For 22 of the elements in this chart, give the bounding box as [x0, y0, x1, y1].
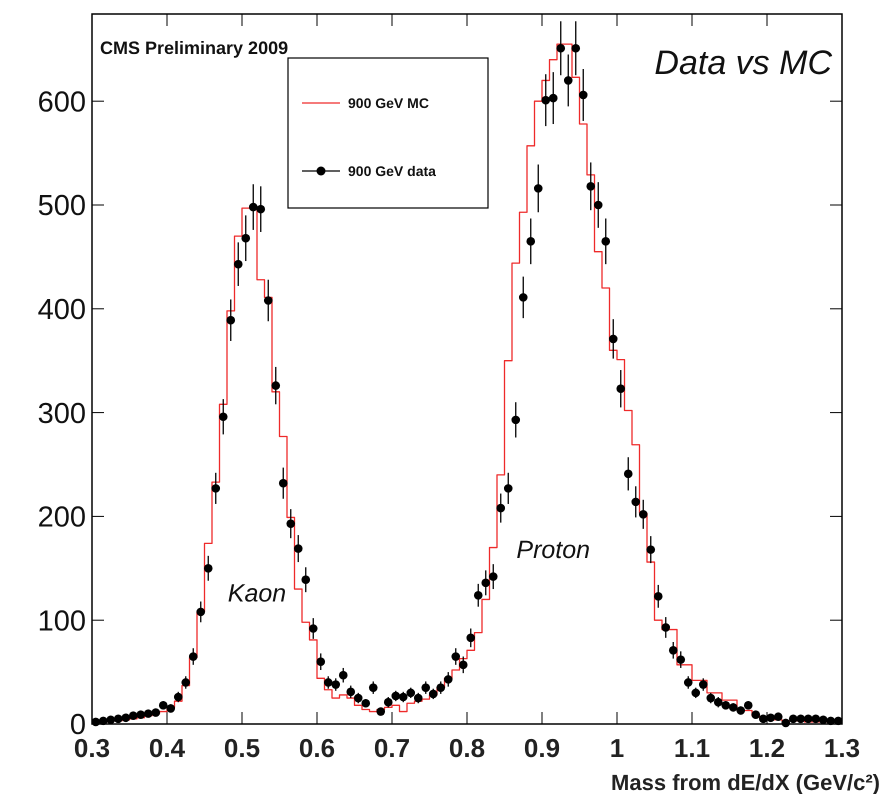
x-tick-label: 1.3	[824, 733, 860, 763]
legend-label: 900 GeV data	[348, 162, 436, 179]
annotation: Kaon	[228, 580, 286, 608]
annotation: Proton	[516, 536, 590, 564]
x-tick-label: 0.9	[524, 733, 560, 763]
x-tick-label: 0.5	[224, 733, 260, 763]
x-tick-label: 1.2	[748, 733, 786, 763]
annotation: Data vs MC	[654, 44, 832, 82]
y-tick-label: 500	[38, 190, 86, 222]
y-tick-label: 100	[38, 605, 86, 638]
y-tick-label: 400	[38, 294, 86, 326]
y-tick-label: 600	[38, 86, 86, 118]
x-tick-label: 0.8	[448, 733, 486, 763]
x-tick-label: 1	[610, 733, 624, 763]
x-tick-label: 0.4	[148, 733, 186, 763]
y-tick-label: 200	[38, 502, 86, 534]
annotation: CMS Preliminary 2009	[100, 38, 288, 58]
x-tick-label: 1.1	[674, 733, 710, 763]
legend-label: 900 GeV MC	[348, 94, 429, 111]
x-tick-label: 0.6	[298, 733, 336, 763]
y-tick-label: 300	[38, 398, 86, 430]
x-tick-label: 0.7	[374, 733, 410, 763]
